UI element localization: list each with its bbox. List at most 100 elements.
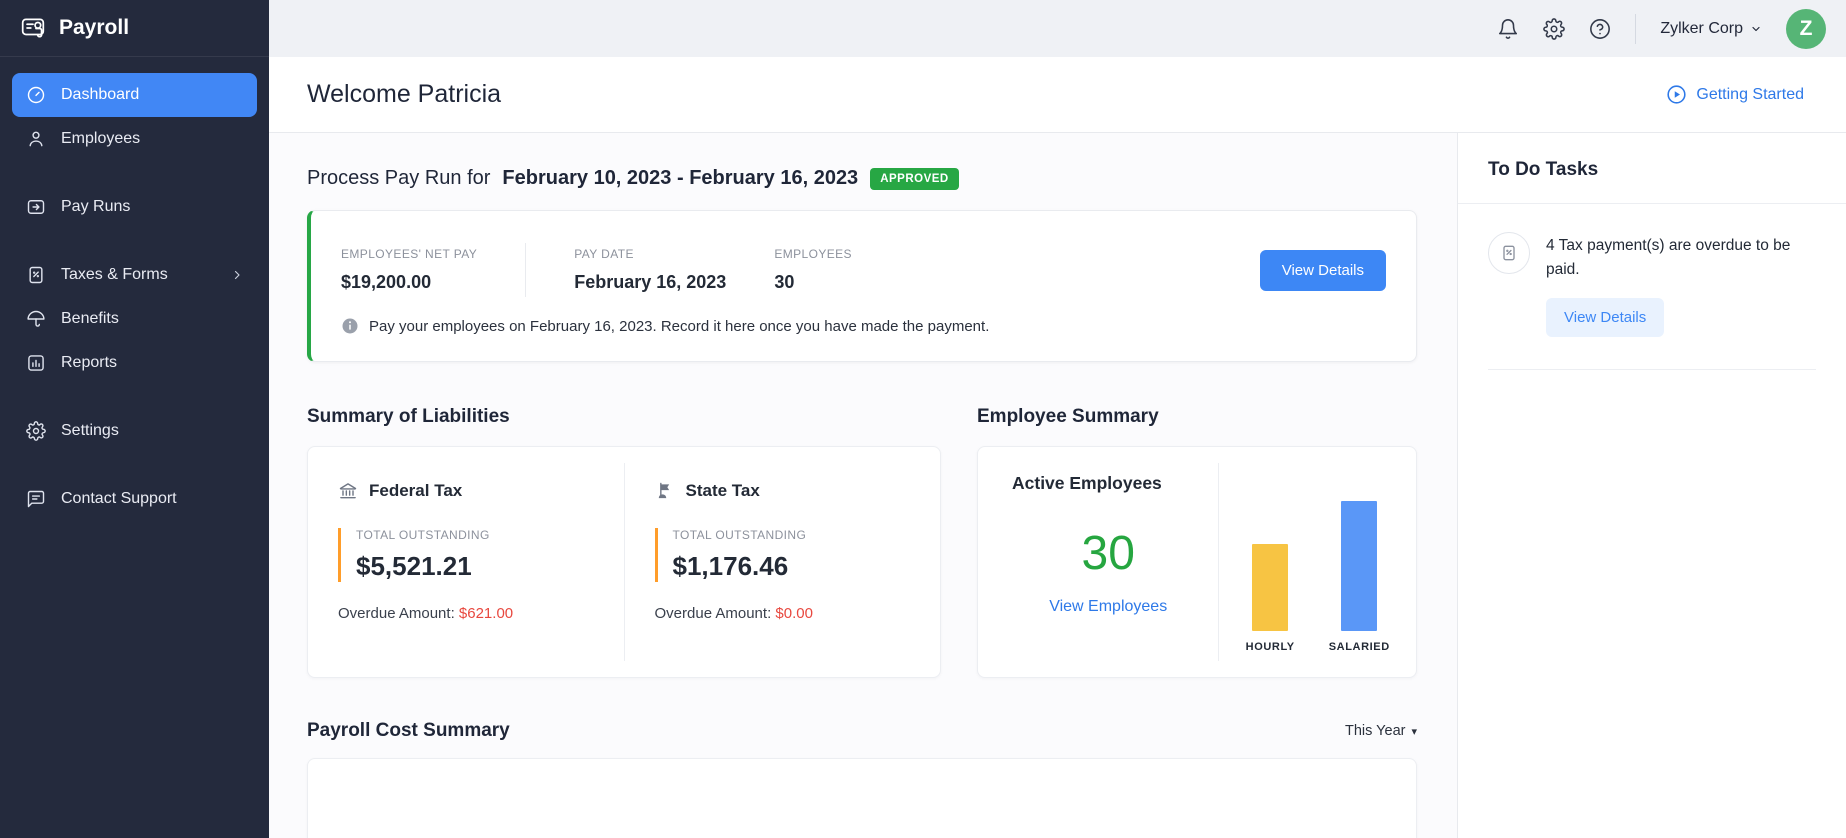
bar-label-hourly: HOURLY — [1246, 641, 1295, 653]
payroll-cost-header: Payroll Cost Summary This Year ▾ — [307, 720, 1417, 742]
topbar-divider — [1635, 14, 1636, 44]
divider — [1458, 203, 1846, 204]
sidebar-item-pay-runs[interactable]: Pay Runs — [12, 185, 257, 229]
settings-gear-icon — [26, 421, 46, 441]
overdue-amount: $0.00 — [775, 605, 813, 622]
sidebar-item-reports[interactable]: Reports — [12, 341, 257, 385]
stat-net-pay: EMPLOYEES' NET PAY $19,200.00 — [341, 247, 477, 293]
todo-task-text: 4 Tax payment(s) are overdue to be paid. — [1546, 232, 1816, 282]
year-filter-label: This Year — [1345, 723, 1405, 739]
stat-value: 30 — [774, 272, 852, 293]
taxes-forms-icon — [26, 265, 46, 285]
sidebar-item-taxes-forms[interactable]: Taxes & Forms — [12, 253, 257, 297]
caret-down-icon: ▾ — [1411, 725, 1417, 738]
year-filter-dropdown[interactable]: This Year ▾ — [1345, 723, 1417, 739]
bar-label-salaried: SALARIED — [1329, 641, 1390, 653]
state-tax-block: State Tax TOTAL OUTSTANDING $1,176.46 Ov… — [625, 447, 941, 677]
view-details-button[interactable]: View Details — [1260, 250, 1386, 291]
bar-group-salaried: SALARIED — [1329, 501, 1390, 653]
tax-document-icon — [1488, 232, 1530, 274]
payroll-cost-card — [307, 758, 1417, 838]
app-title: Payroll — [59, 16, 129, 40]
sidebar-item-benefits[interactable]: Benefits — [12, 297, 257, 341]
sidebar-item-employees[interactable]: Employees — [12, 117, 257, 161]
sidebar-item-label: Reports — [61, 354, 117, 372]
payrun-card: EMPLOYEES' NET PAY $19,200.00 PAY DATE F… — [307, 210, 1417, 362]
settings-gear-icon[interactable] — [1543, 18, 1565, 40]
view-employees-link[interactable]: View Employees — [1049, 598, 1167, 616]
active-employees-label: Active Employees — [1012, 473, 1218, 494]
payroll-logo-icon — [20, 15, 46, 41]
sidebar-item-label: Benefits — [61, 310, 119, 328]
todo-panel: To Do Tasks 4 Tax payment(s) are overdue… — [1457, 133, 1846, 838]
chevron-down-icon — [1750, 23, 1762, 35]
employee-bar-chart: HOURLY SALARIED — [1219, 447, 1416, 677]
salaried-bar — [1341, 501, 1377, 631]
payrun-heading: Process Pay Run for February 10, 2023 - … — [307, 167, 1417, 190]
stat-label: PAY DATE — [574, 247, 726, 261]
sidebar-item-label: Taxes & Forms — [61, 266, 168, 284]
stat-divider — [525, 243, 526, 297]
user-avatar[interactable]: Z — [1786, 9, 1826, 49]
stat-value: February 16, 2023 — [574, 272, 726, 293]
notifications-bell-icon[interactable] — [1497, 18, 1519, 40]
section-title: Payroll Cost Summary — [307, 720, 510, 742]
overdue-label: Overdue Amount: — [338, 605, 455, 622]
todo-task-item: 4 Tax payment(s) are overdue to be paid. — [1488, 232, 1816, 282]
sidebar-item-label: Employees — [61, 130, 140, 148]
stat-label: EMPLOYEES — [774, 247, 852, 261]
play-circle-icon — [1666, 84, 1687, 105]
sidebar: Payroll Dashboard Employees — [0, 0, 269, 838]
payrun-heading-prefix: Process Pay Run for — [307, 167, 490, 190]
getting-started-link[interactable]: Getting Started — [1666, 84, 1804, 105]
metric-value: $5,521.21 — [356, 551, 594, 582]
overdue-amount: $621.00 — [459, 605, 513, 622]
federal-tax-block: Federal Tax TOTAL OUTSTANDING $5,521.21 … — [308, 447, 624, 677]
getting-started-label: Getting Started — [1696, 86, 1804, 104]
status-badge: APPROVED — [870, 168, 959, 190]
employee-summary-card: Active Employees 30 View Employees HOURL… — [977, 446, 1417, 678]
contact-support-icon — [26, 489, 46, 509]
benefits-umbrella-icon — [26, 309, 46, 329]
stat-pay-date: PAY DATE February 16, 2023 — [574, 247, 726, 293]
payrun-note: Pay your employees on February 16, 2023.… — [311, 301, 1416, 361]
sidebar-nav: Dashboard Employees Pay Runs — [0, 57, 269, 537]
todo-title: To Do Tasks — [1488, 159, 1816, 181]
pay-runs-icon — [26, 197, 46, 217]
stat-label: EMPLOYEES' NET PAY — [341, 247, 477, 261]
bar-group-hourly: HOURLY — [1246, 544, 1295, 653]
reports-icon — [26, 353, 46, 373]
active-employees-count: 30 — [1082, 530, 1135, 578]
divider — [1488, 369, 1816, 370]
info-icon — [341, 317, 359, 335]
sidebar-item-label: Contact Support — [61, 490, 177, 508]
stat-value: $19,200.00 — [341, 272, 477, 293]
metric-value: $1,176.46 — [673, 551, 911, 582]
overdue-label: Overdue Amount: — [655, 605, 772, 622]
sidebar-item-settings[interactable]: Settings — [12, 409, 257, 453]
liabilities-section: Summary of Liabilities — [307, 406, 941, 678]
org-name: Zylker Corp — [1660, 20, 1743, 38]
welcome-row: Welcome Patricia Getting Started — [269, 57, 1846, 133]
employee-summary-section: Employee Summary Active Employees 30 Vie… — [977, 406, 1417, 678]
sidebar-item-label: Pay Runs — [61, 198, 130, 216]
sidebar-item-dashboard[interactable]: Dashboard — [12, 73, 257, 117]
dashboard-icon — [26, 85, 46, 105]
page-title: Welcome Patricia — [307, 80, 501, 109]
sidebar-item-label: Dashboard — [61, 86, 139, 104]
tax-name: State Tax — [686, 481, 760, 501]
org-switcher[interactable]: Zylker Corp — [1660, 20, 1762, 38]
todo-view-details-button[interactable]: View Details — [1546, 298, 1664, 337]
sidebar-item-contact-support[interactable]: Contact Support — [12, 477, 257, 521]
help-icon[interactable] — [1589, 18, 1611, 40]
state-flag-icon — [655, 481, 675, 501]
section-title: Employee Summary — [977, 406, 1417, 428]
bank-building-icon — [338, 481, 358, 501]
sidebar-item-label: Settings — [61, 422, 119, 440]
section-title: Summary of Liabilities — [307, 406, 941, 428]
payrun-note-text: Pay your employees on February 16, 2023.… — [369, 318, 989, 335]
liabilities-card: Federal Tax TOTAL OUTSTANDING $5,521.21 … — [307, 446, 941, 678]
hourly-bar — [1252, 544, 1288, 631]
metric-label: TOTAL OUTSTANDING — [356, 528, 594, 542]
app-logo-row: Payroll — [0, 0, 269, 57]
